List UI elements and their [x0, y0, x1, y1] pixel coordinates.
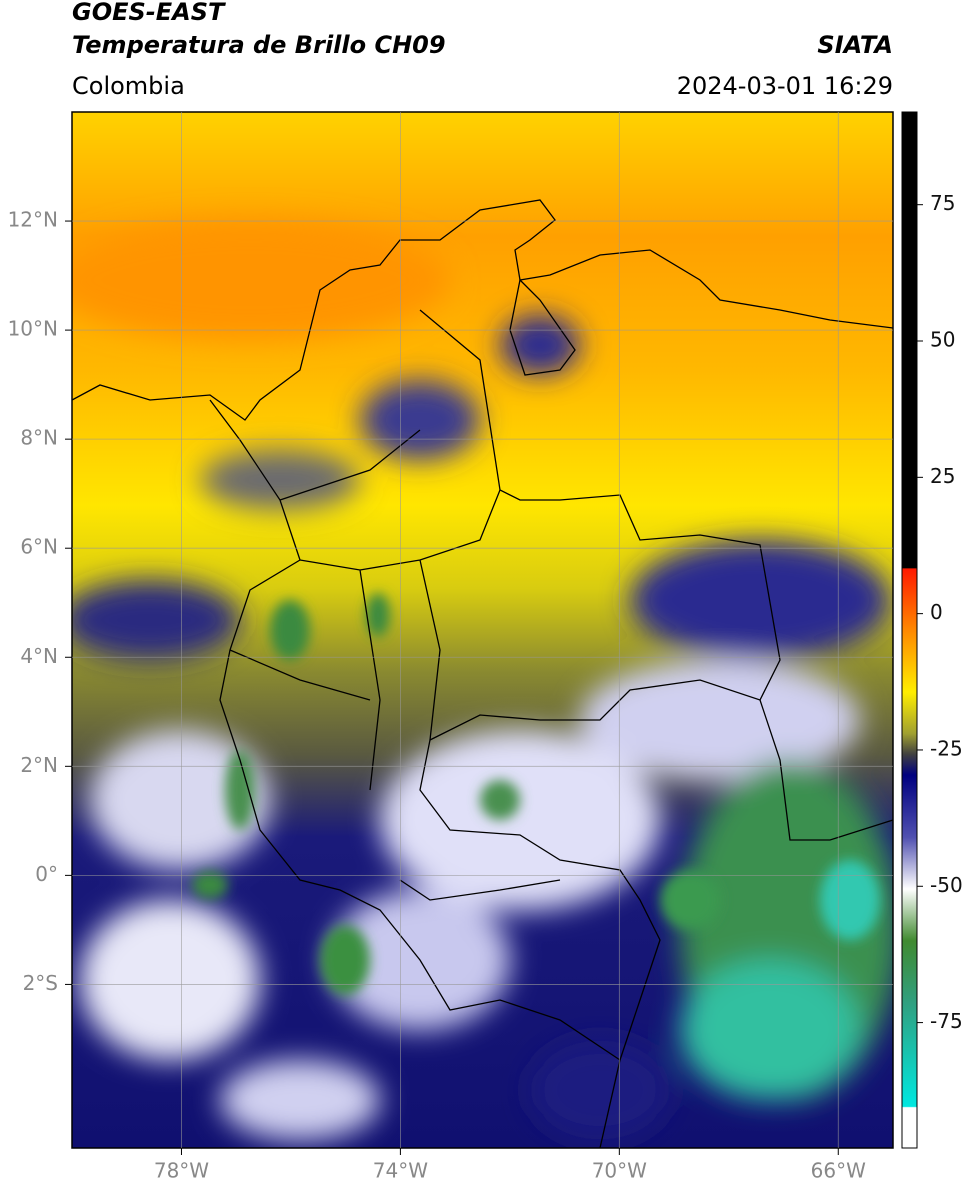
colorbar-label: 25	[930, 464, 955, 488]
title-line2: Temperatura de Brillo CH09	[72, 31, 446, 59]
colorbar-label: -75	[930, 1009, 963, 1033]
title-line1: GOES-EAST	[72, 0, 226, 26]
x-tick-label: 78°W	[154, 1159, 209, 1183]
y-tick-label: 2°N	[20, 753, 58, 777]
datetime: 2024-03-01 16:29	[677, 72, 893, 100]
x-tick-label: 70°W	[592, 1159, 647, 1183]
source: SIATA	[817, 31, 893, 59]
region: Colombia	[72, 72, 185, 100]
colorbar-label: -25	[930, 736, 963, 760]
y-tick-label: 0°	[35, 862, 58, 886]
colorbar-label: 50	[930, 328, 955, 352]
x-tick-label: 74°W	[373, 1159, 428, 1183]
colorbar	[901, 111, 918, 1149]
colorbar-label: -50	[930, 873, 963, 897]
satellite-image	[72, 112, 893, 1148]
colorbar-label: 75	[930, 191, 955, 215]
map-frame	[71, 111, 894, 1149]
y-tick-label: 4°N	[20, 644, 58, 668]
y-tick-label: 10°N	[8, 317, 58, 341]
y-tick-label: 8°N	[20, 426, 58, 450]
x-tick-label: 66°W	[811, 1159, 866, 1183]
y-tick-label: 12°N	[8, 208, 58, 232]
colorbar-label: 0	[930, 600, 943, 624]
y-tick-label: 2°S	[23, 971, 58, 995]
y-tick-label: 6°N	[20, 535, 58, 559]
